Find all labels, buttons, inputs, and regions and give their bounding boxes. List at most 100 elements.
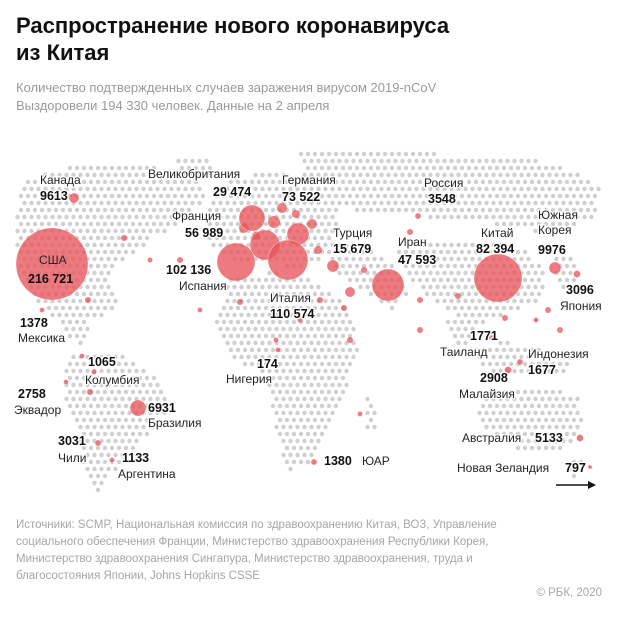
land-dot	[589, 200, 594, 206]
land-dot	[60, 221, 66, 227]
land-dot	[144, 235, 150, 241]
land-dot	[67, 207, 73, 213]
land-dot	[260, 284, 265, 290]
land-dot	[312, 179, 318, 185]
land-dot	[543, 361, 549, 367]
land-dot	[543, 445, 549, 451]
land-dot	[316, 354, 321, 360]
land-dot	[529, 277, 535, 283]
land-dot	[88, 277, 94, 283]
land-dot	[547, 228, 552, 234]
land-dot	[554, 228, 559, 234]
land-dot	[225, 340, 230, 346]
land-dot	[263, 179, 269, 185]
land-dot	[148, 186, 153, 192]
land-dot	[235, 291, 241, 297]
land-dot	[515, 417, 521, 423]
land-dot	[484, 410, 489, 416]
land-dot	[473, 305, 479, 311]
scroll-arrow-icon	[556, 481, 596, 489]
land-dot	[253, 200, 258, 206]
land-dot	[393, 172, 398, 178]
land-dot	[291, 403, 297, 409]
land-dot	[445, 291, 451, 297]
land-dot	[32, 221, 38, 227]
land-dot	[106, 214, 111, 220]
land-dot	[221, 207, 227, 213]
land-dot	[508, 249, 514, 255]
land-dot	[508, 361, 514, 367]
land-dot	[424, 165, 430, 171]
land-dot	[99, 214, 104, 220]
bubble-chile	[94, 439, 102, 447]
land-dot	[354, 207, 360, 213]
land-dot	[295, 354, 300, 360]
land-dot	[326, 319, 332, 325]
land-dot	[92, 228, 97, 234]
land-dot	[330, 326, 335, 332]
land-dot	[508, 207, 514, 213]
land-dot	[242, 235, 248, 241]
land-dot	[386, 172, 391, 178]
land-dot	[85, 242, 90, 248]
land-dot	[312, 375, 318, 381]
land-dot	[312, 417, 318, 423]
land-dot	[557, 389, 563, 395]
land-dot	[113, 438, 118, 444]
cases-indonesia: 1677	[528, 363, 556, 377]
land-dot	[207, 207, 213, 213]
land-dot	[60, 179, 66, 185]
land-dot	[382, 179, 388, 185]
land-dot	[120, 256, 125, 262]
land-dot	[102, 221, 108, 227]
land-dot	[428, 172, 433, 178]
land-dot	[298, 347, 304, 353]
land-dot	[64, 326, 69, 332]
land-dot	[274, 424, 279, 430]
land-dot	[288, 354, 293, 360]
land-dot	[435, 186, 440, 192]
land-dot	[242, 361, 248, 367]
cases-colombia: 1065	[88, 355, 116, 369]
bubble-mexico	[39, 307, 45, 313]
land-dot	[88, 165, 94, 171]
land-dot	[123, 193, 129, 199]
land-dot	[547, 172, 552, 178]
land-dot	[347, 179, 353, 185]
land-dot	[302, 312, 307, 318]
land-dot	[235, 305, 241, 311]
land-dot	[288, 326, 293, 332]
land-dot	[162, 410, 167, 416]
land-dot	[102, 235, 108, 241]
land-dot	[109, 375, 115, 381]
land-dot	[323, 396, 328, 402]
land-dot	[319, 319, 325, 325]
land-dot	[281, 452, 286, 458]
land-dot	[270, 403, 276, 409]
land-dot	[281, 424, 286, 430]
land-dot	[354, 165, 360, 171]
land-dot	[99, 172, 104, 178]
land-dot	[344, 256, 349, 262]
land-dot	[582, 200, 587, 206]
land-dot	[449, 200, 454, 206]
land-dot	[88, 417, 94, 423]
land-dot	[561, 438, 566, 444]
land-dot	[270, 193, 276, 199]
land-dot	[431, 179, 437, 185]
cases-china: 82 394	[476, 242, 514, 256]
land-dot	[305, 305, 311, 311]
land-dot	[130, 361, 136, 367]
land-dot	[221, 333, 227, 339]
land-dot	[120, 354, 125, 360]
land-dot	[389, 207, 395, 213]
land-dot	[295, 340, 300, 346]
land-dot	[284, 361, 290, 367]
land-dot	[554, 438, 559, 444]
land-dot	[249, 361, 255, 367]
land-dot	[120, 382, 125, 388]
land-dot	[120, 242, 125, 248]
land-dot	[151, 389, 157, 395]
land-dot	[480, 319, 486, 325]
land-dot	[351, 270, 356, 276]
